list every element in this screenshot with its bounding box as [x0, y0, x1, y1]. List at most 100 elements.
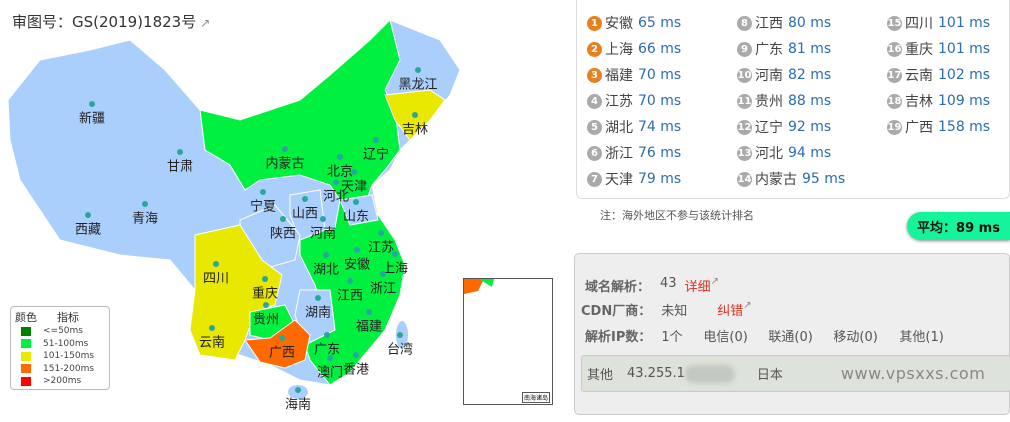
legend-swatch	[21, 339, 31, 349]
province-label[interactable]: 甘肃	[166, 159, 194, 175]
province-label[interactable]: 宁夏	[249, 199, 277, 215]
province-marker-icon	[366, 309, 372, 315]
province-marker-icon	[142, 201, 148, 207]
province-label[interactable]: 辽宁	[362, 147, 390, 163]
legend-swatch	[21, 376, 31, 386]
ranking-item: 2 上海 66 ms	[587, 39, 681, 59]
rank-latency: 88 ms	[788, 93, 832, 109]
province-marker-icon	[324, 332, 330, 338]
legend-header-color: 颜色	[15, 311, 37, 324]
province-label[interactable]: 天津	[340, 179, 368, 195]
province-label[interactable]: 湖北	[312, 262, 340, 278]
province-label[interactable]: 台湾	[386, 342, 414, 358]
province-label[interactable]: 新疆	[78, 111, 106, 127]
province-label[interactable]: 云南	[198, 335, 226, 351]
province-marker-icon	[378, 230, 384, 236]
region-good	[199, 19, 406, 386]
rank-province: 浙江	[605, 146, 633, 162]
rank-badge: 18	[887, 93, 902, 109]
province-marker-icon	[353, 352, 359, 358]
province-marker-icon	[351, 169, 357, 175]
rank-province: 福建	[605, 68, 633, 84]
province-marker-icon	[373, 137, 379, 143]
rank-latency: 70 ms	[638, 67, 682, 83]
province-label[interactable]: 广东	[313, 342, 341, 358]
province-marker-icon	[392, 251, 398, 257]
ranking-item: 17 云南 102 ms	[887, 65, 990, 85]
province-label[interactable]: 吉林	[401, 122, 429, 138]
rank-latency: 95 ms	[802, 171, 846, 187]
external-link-icon[interactable]: ↗	[200, 16, 211, 30]
legend-item: >200ms	[15, 375, 105, 388]
rank-province: 重庆	[905, 42, 933, 58]
rank-badge: 3	[587, 67, 602, 83]
rank-latency: 74 ms	[638, 119, 682, 135]
legend-swatch	[21, 364, 31, 374]
province-marker-icon	[327, 355, 333, 361]
province-label[interactable]: 北京	[326, 164, 354, 180]
rank-badge: 2	[587, 41, 602, 57]
detail-link[interactable]: 详细	[684, 280, 711, 295]
legend-header-metric: 指标	[57, 311, 79, 324]
province-label[interactable]: 陕西	[269, 226, 297, 242]
rank-latency: 76 ms	[638, 145, 682, 161]
province-label[interactable]: 浙江	[369, 281, 397, 297]
province-marker-icon	[177, 149, 183, 155]
province-label[interactable]: 湖南	[304, 305, 332, 321]
province-marker-icon	[302, 196, 308, 202]
rank-badge: 5	[587, 119, 602, 135]
province-label[interactable]: 海南	[284, 397, 312, 413]
rank-latency: 66 ms	[638, 41, 682, 57]
china-latency-map: 审图号：GS(2019)1823号 ↗ 新疆 西藏 青海 甘肃 内蒙古 黑龙江 吉林 辽宁 北京天…	[7, 13, 553, 413]
rank-badge: 8	[737, 15, 752, 31]
province-label[interactable]: 山西	[291, 206, 319, 222]
ranking-item: 10 河南 82 ms	[737, 65, 831, 85]
rank-latency: 80 ms	[788, 15, 832, 31]
rank-province: 江西	[755, 16, 783, 32]
rank-badge: 10	[737, 67, 752, 83]
province-label[interactable]: 内蒙古	[265, 156, 305, 172]
rank-latency: 102 ms	[938, 67, 991, 83]
rank-latency: 101 ms	[938, 41, 991, 57]
province-label[interactable]: 上海	[381, 261, 409, 277]
legend-label: <=50ms	[43, 326, 83, 337]
legend-item: 51-100ms	[15, 338, 105, 351]
province-label[interactable]: 香港	[342, 362, 370, 378]
ranking-item: 1 安徽 65 ms	[587, 13, 681, 33]
province-label[interactable]: 福建	[355, 319, 383, 335]
province-label[interactable]: 河北	[322, 189, 350, 205]
province-label[interactable]: 贵州	[252, 312, 280, 328]
province-label[interactable]: 重庆	[251, 286, 279, 302]
rank-province: 河南	[755, 68, 783, 84]
legend-swatch	[21, 326, 31, 336]
external-link-icon[interactable]: ↗	[710, 276, 719, 287]
rank-province: 内蒙古	[755, 172, 797, 188]
rank-badge: 9	[737, 41, 752, 57]
legend-label: 101-150ms	[43, 351, 95, 362]
rank-latency: 158 ms	[938, 119, 991, 135]
province-marker-icon	[337, 154, 343, 160]
rank-province: 上海	[605, 42, 633, 58]
resolve-label: 域名解析：	[585, 280, 651, 295]
correct-link[interactable]: 纠错	[717, 304, 744, 319]
province-label[interactable]: 黑龙江	[398, 77, 438, 93]
legend-label: >200ms	[43, 376, 82, 387]
rank-province: 云南	[905, 68, 933, 84]
province-label[interactable]: 青海	[131, 211, 159, 227]
province-label[interactable]: 江西	[336, 288, 364, 304]
province-label[interactable]: 四川	[202, 271, 230, 287]
ip-redaction	[684, 364, 735, 383]
external-link-icon[interactable]: ↗	[743, 300, 752, 311]
province-label[interactable]: 广西	[268, 345, 296, 361]
province-label[interactable]: 安徽	[343, 257, 371, 273]
province-label[interactable]: 西藏	[74, 222, 102, 238]
province-marker-icon	[347, 278, 353, 284]
province-label[interactable]: 江苏	[367, 240, 395, 256]
cdn-value: 未知	[661, 304, 688, 319]
province-label[interactable]: 山东	[342, 209, 370, 225]
province-marker-icon	[295, 387, 301, 393]
province-label[interactable]: 澳门	[316, 365, 344, 381]
ip-location: 日本	[756, 368, 783, 383]
province-label[interactable]: 河南	[309, 226, 337, 242]
ranking-item: 3 福建 70 ms	[587, 65, 681, 85]
